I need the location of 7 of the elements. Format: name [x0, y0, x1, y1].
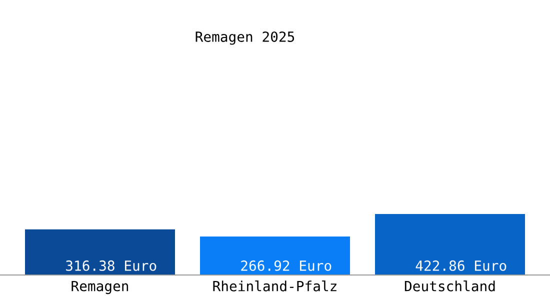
- data-label: 316.38 Euro: [66, 260, 156, 271]
- data-label: 422.86 Euro: [416, 260, 506, 271]
- chart-title: Remagen 2025: [196, 31, 294, 45]
- x-tick-label: Deutschland: [404, 280, 495, 292]
- x-tick-label: Rheinland-Pfalz: [213, 280, 336, 292]
- data-label: 266.92 Euro: [241, 260, 332, 271]
- x-tick-label: Remagen: [72, 280, 128, 294]
